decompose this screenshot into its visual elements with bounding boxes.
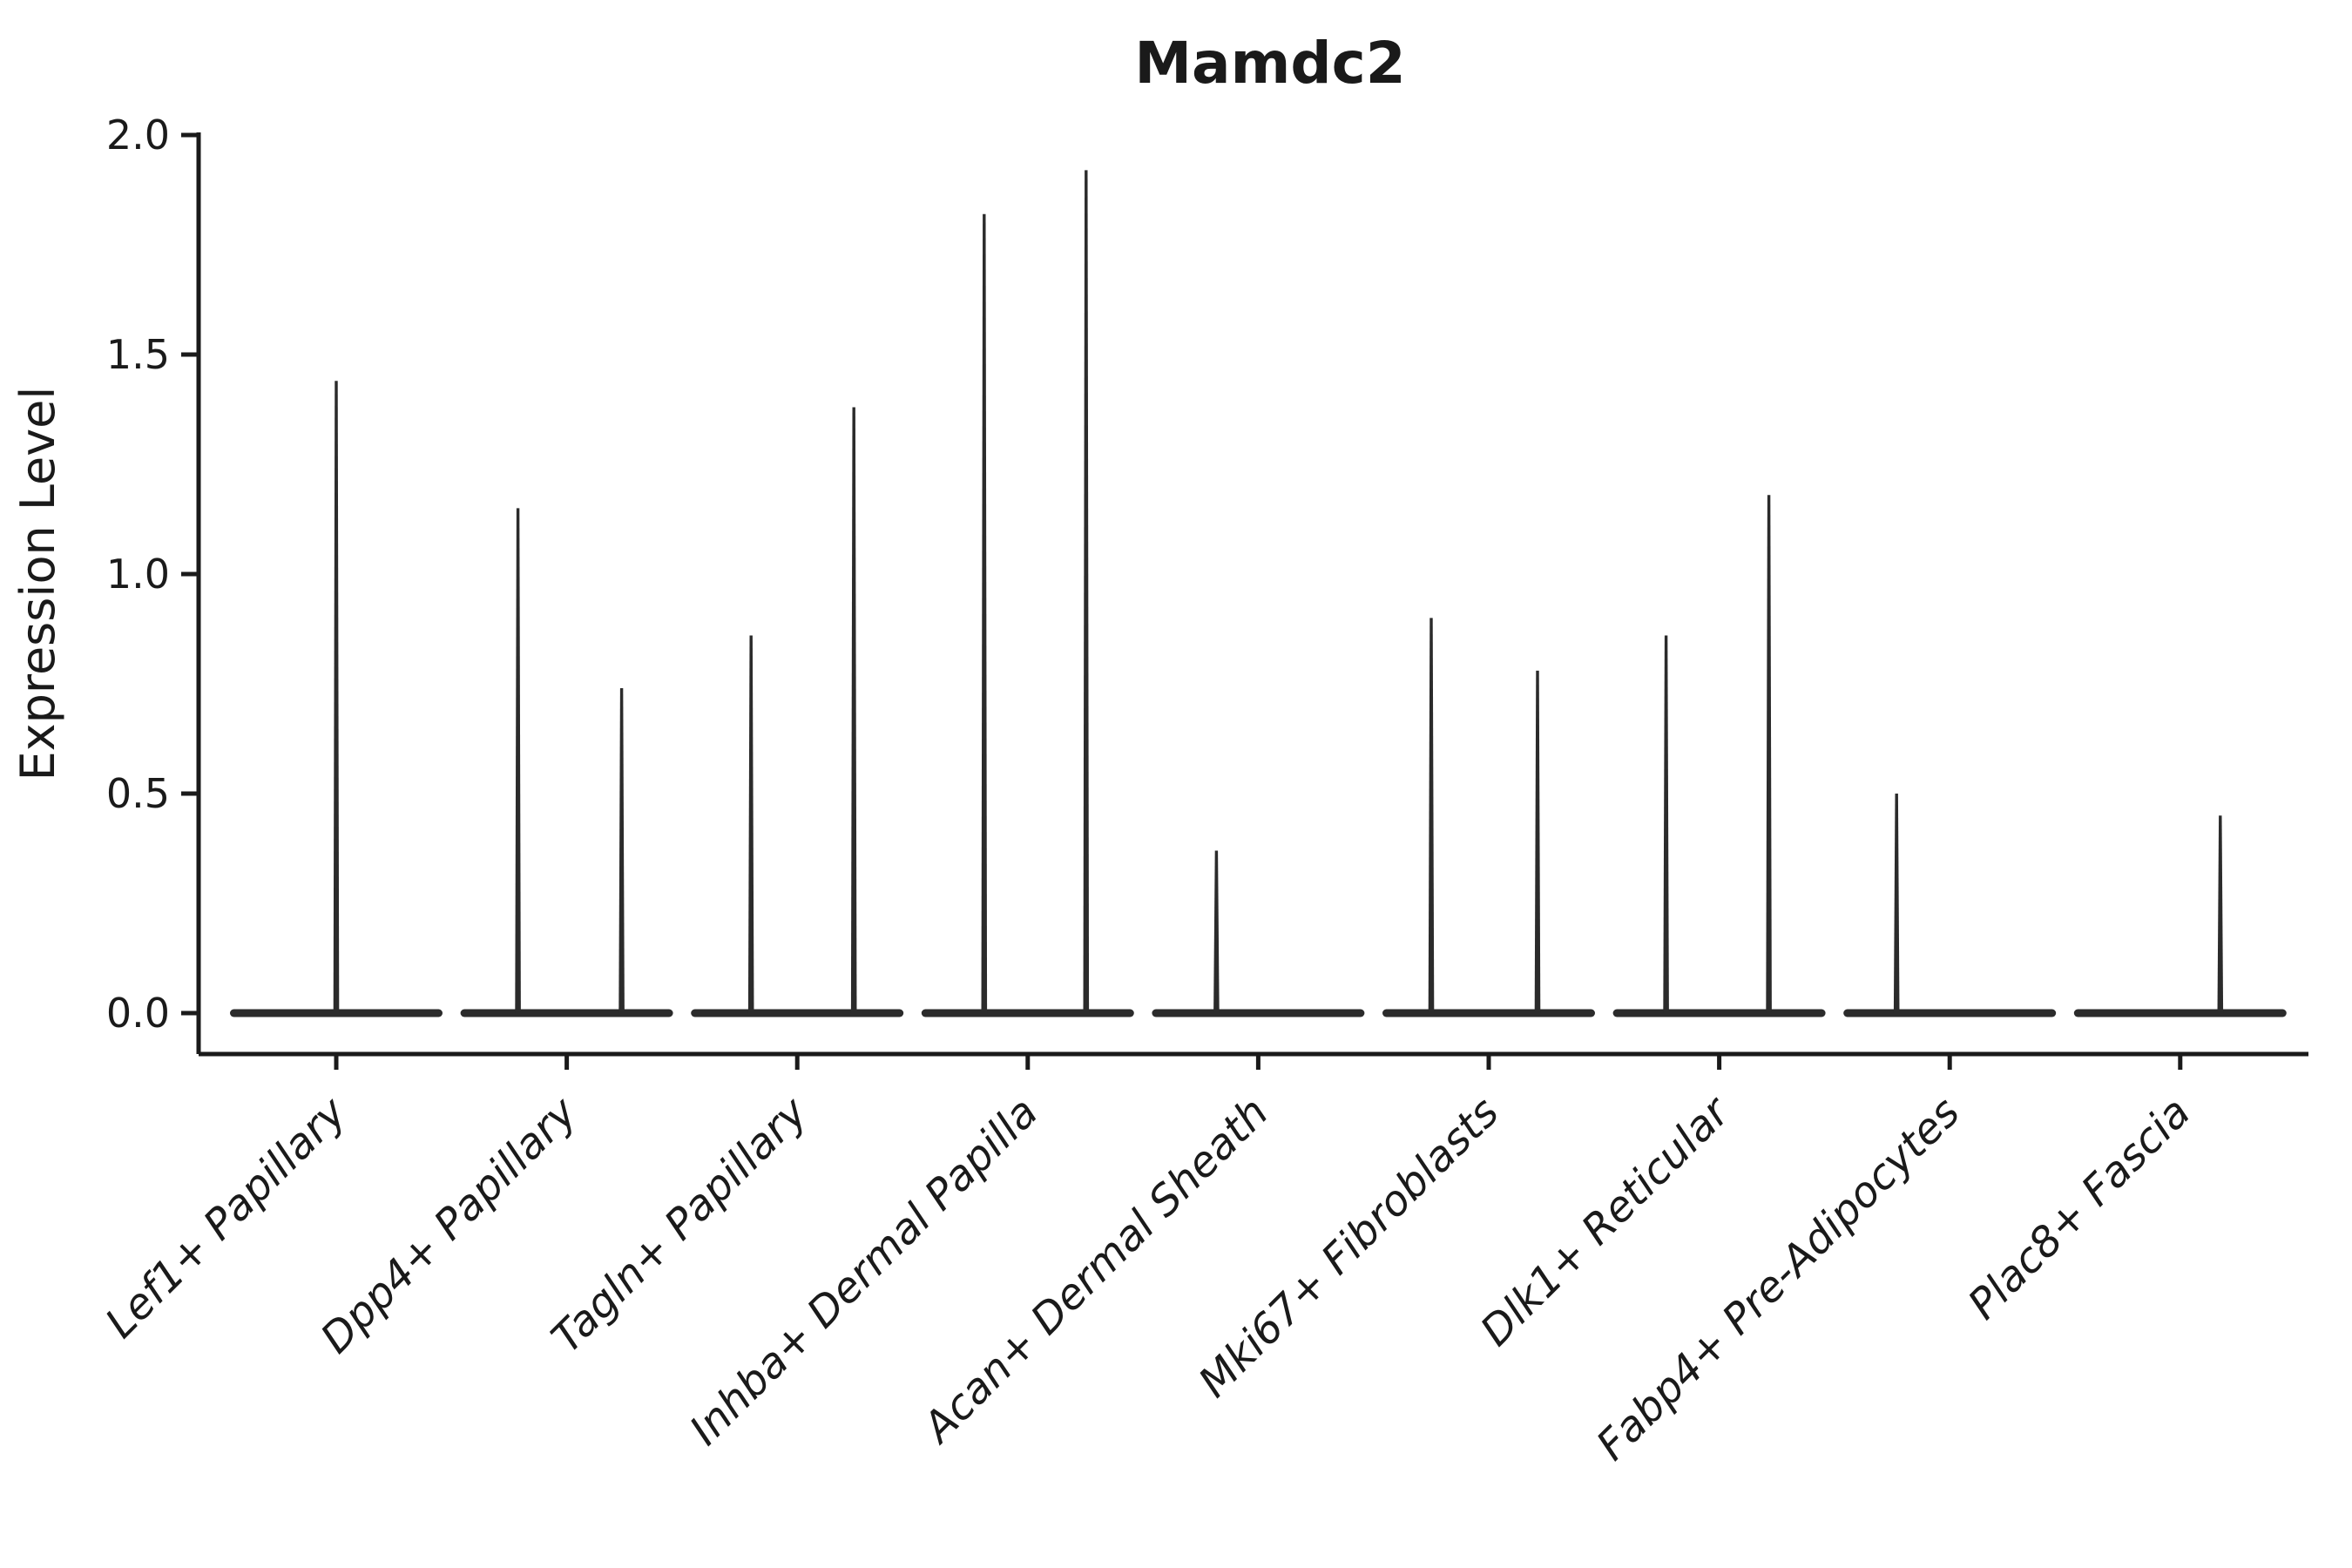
x-tick-label: Tagln+ Papillary — [542, 1087, 817, 1362]
violin-base — [1843, 1009, 2057, 1017]
y-tick-label: 1.5 — [106, 331, 170, 378]
x-tick-label: Plac8+ Fascia — [1959, 1088, 2200, 1329]
violin-spike — [2217, 815, 2224, 1013]
violin-base — [2073, 1009, 2287, 1017]
violin-spike — [618, 688, 625, 1013]
violin-spike — [1766, 495, 1772, 1013]
y-tick-label: 2.0 — [106, 112, 170, 159]
violin-base — [691, 1009, 904, 1017]
chart-title: Mamdc2 — [1134, 30, 1405, 97]
y-axis-label: Expression Level — [10, 387, 65, 781]
violin-spike — [333, 381, 340, 1013]
violin-base — [1382, 1009, 1595, 1017]
violin-3 — [691, 407, 904, 1017]
violin-base — [1152, 1009, 1365, 1017]
violin-2 — [460, 508, 673, 1017]
y-tick-label: 0.5 — [106, 770, 170, 817]
violin-spike — [515, 508, 521, 1013]
violin-7 — [1612, 495, 1826, 1017]
violin-6 — [1382, 618, 1595, 1017]
violin-spike — [1893, 794, 1900, 1013]
violin-5 — [1152, 850, 1365, 1017]
violin-spike — [1663, 635, 1669, 1013]
x-tick-label: Fabp4+ Pre-Adipocytes — [1587, 1088, 1970, 1470]
violin-base — [921, 1009, 1134, 1017]
violin-8 — [1843, 794, 2057, 1017]
violin-base — [1612, 1009, 1826, 1017]
violin-spike — [747, 635, 754, 1013]
violin-4 — [921, 170, 1134, 1017]
y-tick-label: 0.0 — [106, 990, 170, 1037]
violin-spike — [850, 407, 857, 1014]
violin-1 — [230, 381, 443, 1017]
violin-base — [460, 1009, 673, 1017]
x-tick-label: Lef1+ Papillary — [96, 1087, 356, 1348]
violin-spike — [1213, 850, 1220, 1013]
violin-layer — [230, 170, 2287, 1017]
violin-spike — [1083, 170, 1090, 1013]
violin-9 — [2073, 815, 2287, 1017]
y-tick-label: 1.0 — [106, 551, 170, 598]
violin-spike — [1534, 670, 1541, 1013]
y-ticks: 0.0 0.5 1.0 1.5 2.0 — [106, 112, 199, 1037]
x-tick-label: Dlk1+ Reticular — [1471, 1086, 1741, 1356]
violin-spike — [981, 213, 988, 1014]
violin-spike — [1428, 618, 1435, 1013]
x-tick-label: Dpp4+ Papillary — [311, 1087, 586, 1362]
